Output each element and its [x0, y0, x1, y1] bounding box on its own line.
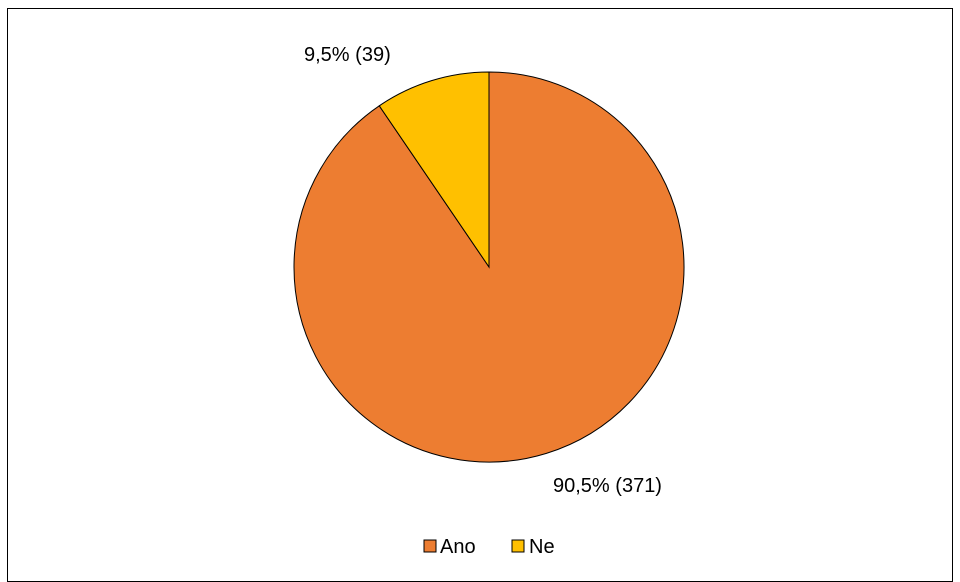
data-label-ano: 90,5% (371): [553, 475, 662, 497]
legend-swatch-ano: [423, 539, 437, 553]
pie-slice-ne: [378, 71, 490, 269]
legend-label-ne: Ne: [529, 536, 555, 558]
legend-label-ano: Ano: [440, 536, 476, 558]
legend-swatch-ne: [511, 539, 525, 553]
pie-slices: [293, 71, 685, 463]
data-label-ne: 9,5% (39): [304, 44, 391, 66]
legend: Ano Ne: [423, 536, 555, 558]
